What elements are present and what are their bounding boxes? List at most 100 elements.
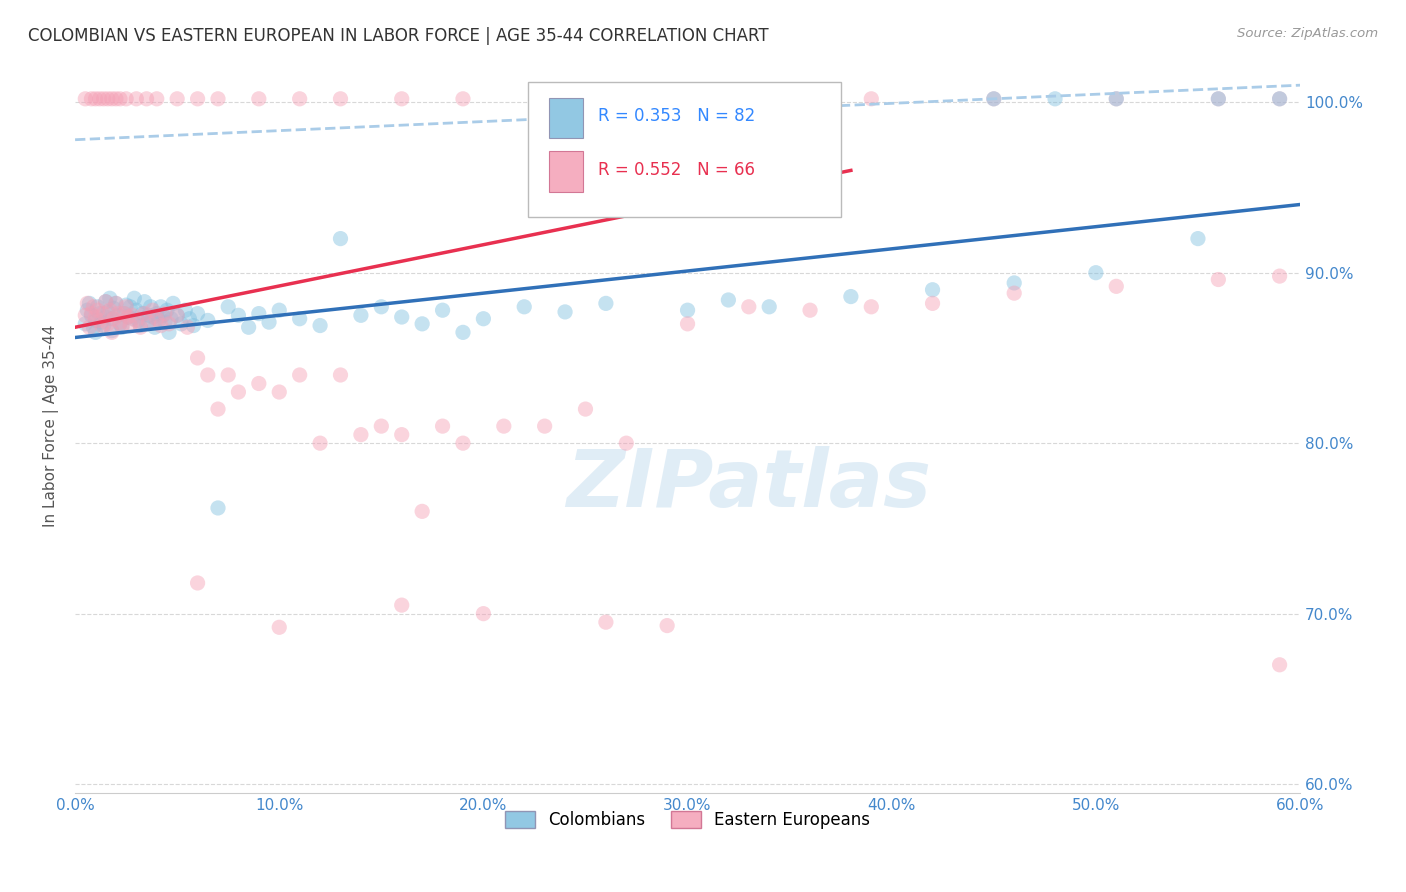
Point xyxy=(238,320,260,334)
Point xyxy=(117,310,139,324)
Point xyxy=(125,313,148,327)
Point xyxy=(207,402,229,417)
Point xyxy=(288,368,311,382)
Text: COLOMBIAN VS EASTERN EUROPEAN IN LABOR FORCE | AGE 35-44 CORRELATION CHART: COLOMBIAN VS EASTERN EUROPEAN IN LABOR F… xyxy=(28,27,769,45)
Point xyxy=(176,320,198,334)
Point xyxy=(1105,92,1128,106)
Point xyxy=(101,311,124,326)
Point xyxy=(329,231,352,245)
Point xyxy=(228,308,250,322)
Point xyxy=(170,317,193,331)
Point xyxy=(145,311,167,326)
Point xyxy=(89,92,111,106)
Point xyxy=(86,300,108,314)
Point xyxy=(1268,657,1291,672)
Point xyxy=(108,315,131,329)
Point xyxy=(1105,92,1128,106)
Point xyxy=(104,296,127,310)
Text: Source: ZipAtlas.com: Source: ZipAtlas.com xyxy=(1237,27,1378,40)
Point xyxy=(1105,279,1128,293)
Point xyxy=(166,308,188,322)
Point xyxy=(149,300,172,314)
Point xyxy=(97,305,120,319)
Point xyxy=(138,308,160,322)
Point xyxy=(288,92,311,106)
Point xyxy=(101,324,124,338)
Point xyxy=(93,92,115,106)
Point xyxy=(1208,92,1230,106)
Point xyxy=(127,313,149,327)
Point xyxy=(921,296,943,310)
Point xyxy=(160,311,183,326)
Bar xyxy=(550,98,583,138)
Point xyxy=(257,315,280,329)
Point xyxy=(80,307,103,321)
Point xyxy=(197,313,219,327)
Point xyxy=(156,303,179,318)
Point xyxy=(149,318,172,333)
Point xyxy=(758,300,780,314)
Point xyxy=(174,303,197,318)
Point xyxy=(309,436,332,450)
Point xyxy=(269,620,291,634)
Point xyxy=(76,296,98,310)
Point xyxy=(79,296,101,310)
Point xyxy=(217,368,239,382)
Point xyxy=(197,368,219,382)
Point xyxy=(432,419,454,434)
Point xyxy=(166,308,188,322)
Point xyxy=(595,615,617,630)
Point xyxy=(217,300,239,314)
Point xyxy=(145,92,167,106)
Point xyxy=(451,326,474,340)
Point xyxy=(129,318,152,333)
Point xyxy=(738,300,761,314)
Point xyxy=(157,326,180,340)
Point xyxy=(145,307,167,321)
Point xyxy=(411,317,433,331)
Point xyxy=(391,310,413,324)
Point xyxy=(84,92,107,106)
Point xyxy=(98,303,121,318)
Point xyxy=(288,311,311,326)
Point xyxy=(370,300,392,314)
Point xyxy=(153,307,176,321)
Point xyxy=(391,427,413,442)
Point xyxy=(187,92,209,106)
Point xyxy=(451,92,474,106)
Point xyxy=(921,283,943,297)
Point xyxy=(1268,92,1291,106)
Point xyxy=(108,92,131,106)
Point xyxy=(533,92,555,106)
Point xyxy=(148,313,170,327)
Point xyxy=(115,92,138,106)
Point xyxy=(75,308,97,322)
Point xyxy=(472,607,495,621)
Point xyxy=(103,301,125,316)
Point xyxy=(370,419,392,434)
Point xyxy=(492,419,515,434)
Point xyxy=(1268,269,1291,284)
Point xyxy=(153,315,176,329)
Point xyxy=(350,308,373,322)
Point xyxy=(131,307,153,321)
Point xyxy=(247,307,270,321)
Point xyxy=(129,320,152,334)
Text: R = 0.353   N = 82: R = 0.353 N = 82 xyxy=(598,107,755,125)
Point xyxy=(247,92,270,106)
Text: ZIPatlas: ZIPatlas xyxy=(567,446,931,524)
Point xyxy=(142,310,165,324)
Point xyxy=(75,92,97,106)
Point xyxy=(135,92,157,106)
Point xyxy=(1208,272,1230,286)
Point xyxy=(82,320,104,334)
Point xyxy=(472,311,495,326)
Point xyxy=(717,293,740,307)
Point xyxy=(89,307,111,321)
Point xyxy=(179,311,201,326)
Point xyxy=(94,310,117,324)
Point xyxy=(738,92,761,106)
Y-axis label: In Labor Force | Age 35-44: In Labor Force | Age 35-44 xyxy=(44,325,59,527)
Bar xyxy=(550,152,583,192)
Point xyxy=(76,303,98,318)
